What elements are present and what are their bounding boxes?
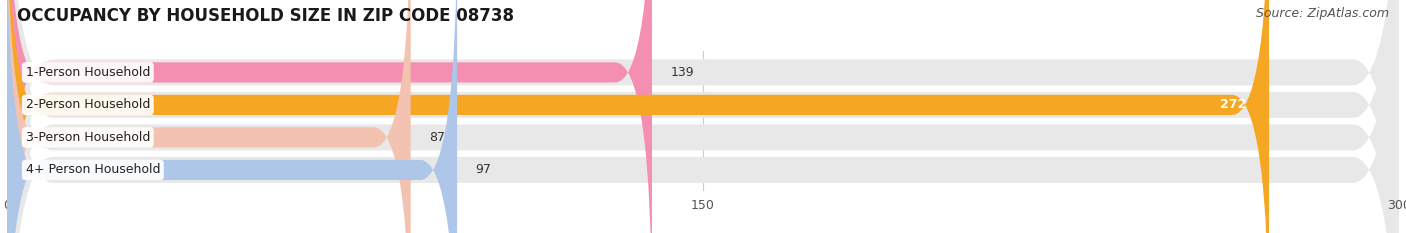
Text: 3-Person Household: 3-Person Household <box>25 131 150 144</box>
Text: 4+ Person Household: 4+ Person Household <box>25 163 160 176</box>
Text: 2-Person Household: 2-Person Household <box>25 98 150 111</box>
Text: 139: 139 <box>671 66 695 79</box>
FancyBboxPatch shape <box>7 0 652 233</box>
FancyBboxPatch shape <box>7 0 1399 233</box>
Text: Source: ZipAtlas.com: Source: ZipAtlas.com <box>1256 7 1389 20</box>
Text: OCCUPANCY BY HOUSEHOLD SIZE IN ZIP CODE 08738: OCCUPANCY BY HOUSEHOLD SIZE IN ZIP CODE … <box>17 7 513 25</box>
Text: 97: 97 <box>475 163 492 176</box>
FancyBboxPatch shape <box>7 0 411 233</box>
FancyBboxPatch shape <box>7 0 1399 233</box>
FancyBboxPatch shape <box>7 0 1399 233</box>
FancyBboxPatch shape <box>7 0 457 233</box>
FancyBboxPatch shape <box>7 0 1399 233</box>
FancyBboxPatch shape <box>7 0 1270 233</box>
Text: 1-Person Household: 1-Person Household <box>25 66 150 79</box>
Text: 87: 87 <box>429 131 446 144</box>
Text: 272: 272 <box>1219 98 1246 111</box>
